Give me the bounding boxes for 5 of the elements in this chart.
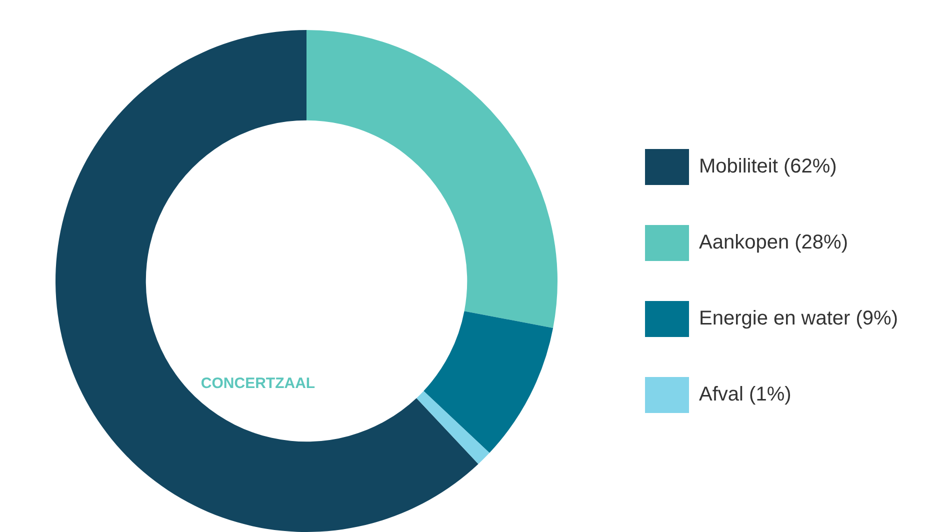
legend-label: Aankopen (28%) [699, 232, 848, 254]
legend-label: Mobiliteit (62%) [699, 156, 837, 178]
legend-label: Energie en water (9%) [699, 308, 898, 330]
legend-label: Afval (1%) [699, 384, 792, 406]
text: CONCERTZAAL [200, 375, 316, 392]
